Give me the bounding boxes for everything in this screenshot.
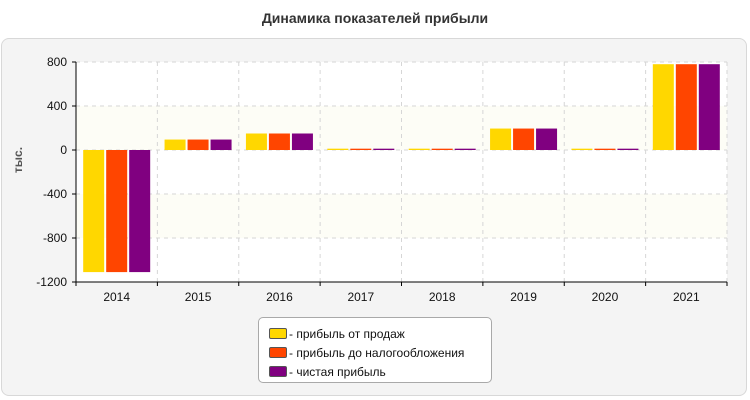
legend-swatch	[269, 366, 287, 377]
y-tick-label: -400	[43, 187, 67, 201]
y-tick-label: 0	[60, 143, 67, 157]
chart-title: Динамика показателей прибыли	[261, 10, 489, 26]
plot-background	[76, 62, 727, 282]
x-tick-label: 2017	[347, 290, 374, 304]
bar-2015-series-0	[164, 139, 186, 150]
bar-2021-series-2	[698, 64, 720, 150]
x-tick-label: 2016	[266, 290, 293, 304]
y-axis-label: тыс.	[11, 147, 25, 173]
bar-2017-series-1	[350, 148, 372, 150]
legend-label: - прибыль от продаж	[289, 326, 405, 341]
bar-2017-series-0	[327, 148, 349, 150]
bar-2018-series-2	[454, 148, 476, 150]
legend-item: - прибыль от продаж	[269, 324, 491, 343]
bar-2020-series-1	[594, 148, 616, 150]
bar-2016-series-0	[245, 133, 267, 150]
bar-2021-series-0	[652, 64, 674, 150]
x-tick-labels: 2014 2015 2016 2017 2018 2019 2020 2021	[103, 290, 700, 304]
x-tick-label: 2020	[592, 290, 619, 304]
y-tick-labels: 800 400 0 -400 -800 -1200	[36, 55, 67, 289]
legend-label: - прибыль до налогообложения	[289, 345, 465, 360]
bar-2018-series-0	[408, 148, 430, 150]
legend-swatch	[269, 328, 287, 339]
bar-2014-series-1	[106, 150, 128, 273]
y-tick-label: -800	[43, 231, 67, 245]
y-tick-label: -1200	[36, 275, 67, 289]
y-tick-label: 800	[47, 55, 67, 69]
legend-label: - чистая прибыль	[289, 364, 386, 379]
x-tick-label: 2019	[510, 290, 537, 304]
bar-2019-series-0	[490, 128, 512, 150]
bar-2017-series-2	[373, 148, 395, 150]
bar-2019-series-2	[536, 128, 558, 150]
legend-item: - чистая прибыль	[269, 362, 491, 381]
bar-2014-series-0	[83, 150, 105, 273]
bar-2021-series-1	[675, 64, 697, 150]
legend: - прибыль от продаж - прибыль до налогооб…	[258, 317, 492, 383]
x-tick-label: 2015	[185, 290, 212, 304]
bar-2020-series-0	[571, 148, 593, 150]
legend-swatch	[269, 347, 287, 358]
bar-2015-series-2	[210, 139, 232, 150]
bars-group	[83, 64, 720, 273]
y-tick-label: 400	[47, 99, 67, 113]
bar-2018-series-1	[431, 148, 453, 150]
legend-item: - прибыль до налогообложения	[269, 343, 491, 362]
bar-2016-series-1	[268, 133, 290, 150]
bar-2016-series-2	[291, 133, 313, 150]
bar-2014-series-2	[129, 150, 151, 273]
bar-2020-series-2	[617, 148, 639, 150]
x-tick-label: 2014	[103, 290, 130, 304]
x-tick-label: 2018	[429, 290, 456, 304]
bar-2015-series-1	[187, 139, 209, 150]
axes	[72, 61, 728, 286]
bar-2019-series-1	[513, 128, 535, 150]
x-tick-label: 2021	[673, 290, 700, 304]
